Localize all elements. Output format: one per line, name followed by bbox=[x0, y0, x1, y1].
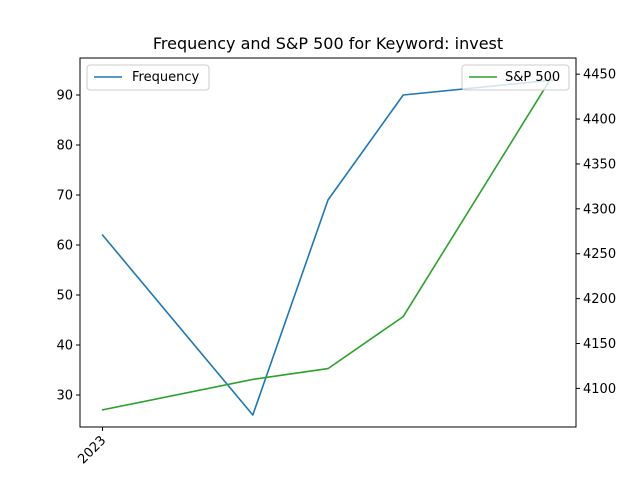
plot-area bbox=[79, 57, 577, 428]
legend-sp500-label: S&P 500 bbox=[505, 70, 560, 85]
legend-frequency-label: Frequency bbox=[132, 70, 199, 85]
left-axis-tick-label: 90 bbox=[56, 89, 73, 104]
right-axis-tick-label: 4250 bbox=[583, 247, 616, 262]
right-axis-tick-label: 4450 bbox=[583, 68, 616, 83]
legend-sp500: S&P 500 bbox=[461, 64, 570, 91]
left-axis-tick-label: 50 bbox=[56, 289, 73, 304]
plot-frame bbox=[79, 57, 577, 428]
right-axis-tick-label: 4150 bbox=[583, 337, 616, 352]
left-y-axis: 30 40 50 60 70 80 90 bbox=[56, 89, 80, 404]
legend-sp500-box bbox=[461, 64, 570, 91]
series-line-sp500 bbox=[101, 73, 555, 411]
right-axis-tick-label: 4300 bbox=[583, 202, 616, 217]
left-axis-tick-label: 40 bbox=[56, 339, 73, 354]
left-axis-tick-label: 60 bbox=[56, 239, 73, 254]
series-lines bbox=[101, 73, 555, 416]
right-axis-tick-label: 4350 bbox=[583, 157, 616, 172]
left-axis-tick-label: 30 bbox=[56, 389, 73, 404]
left-axis-tick-label: 80 bbox=[56, 139, 73, 154]
legend-frequency-box bbox=[86, 64, 210, 91]
series-line-frequency bbox=[101, 79, 555, 416]
right-y-axis: 4100 4150 4200 4250 4300 4350 4400 4450 bbox=[576, 68, 616, 397]
right-axis-tick-label: 4200 bbox=[583, 292, 616, 307]
right-axis-tick-label: 4400 bbox=[583, 113, 616, 128]
right-axis-tick-label: 4100 bbox=[583, 382, 616, 397]
legend-frequency: Frequency bbox=[86, 64, 210, 91]
chart-title: Frequency and S&P 500 for Keyword: inves… bbox=[153, 34, 503, 53]
left-axis-tick-label: 70 bbox=[56, 189, 73, 204]
